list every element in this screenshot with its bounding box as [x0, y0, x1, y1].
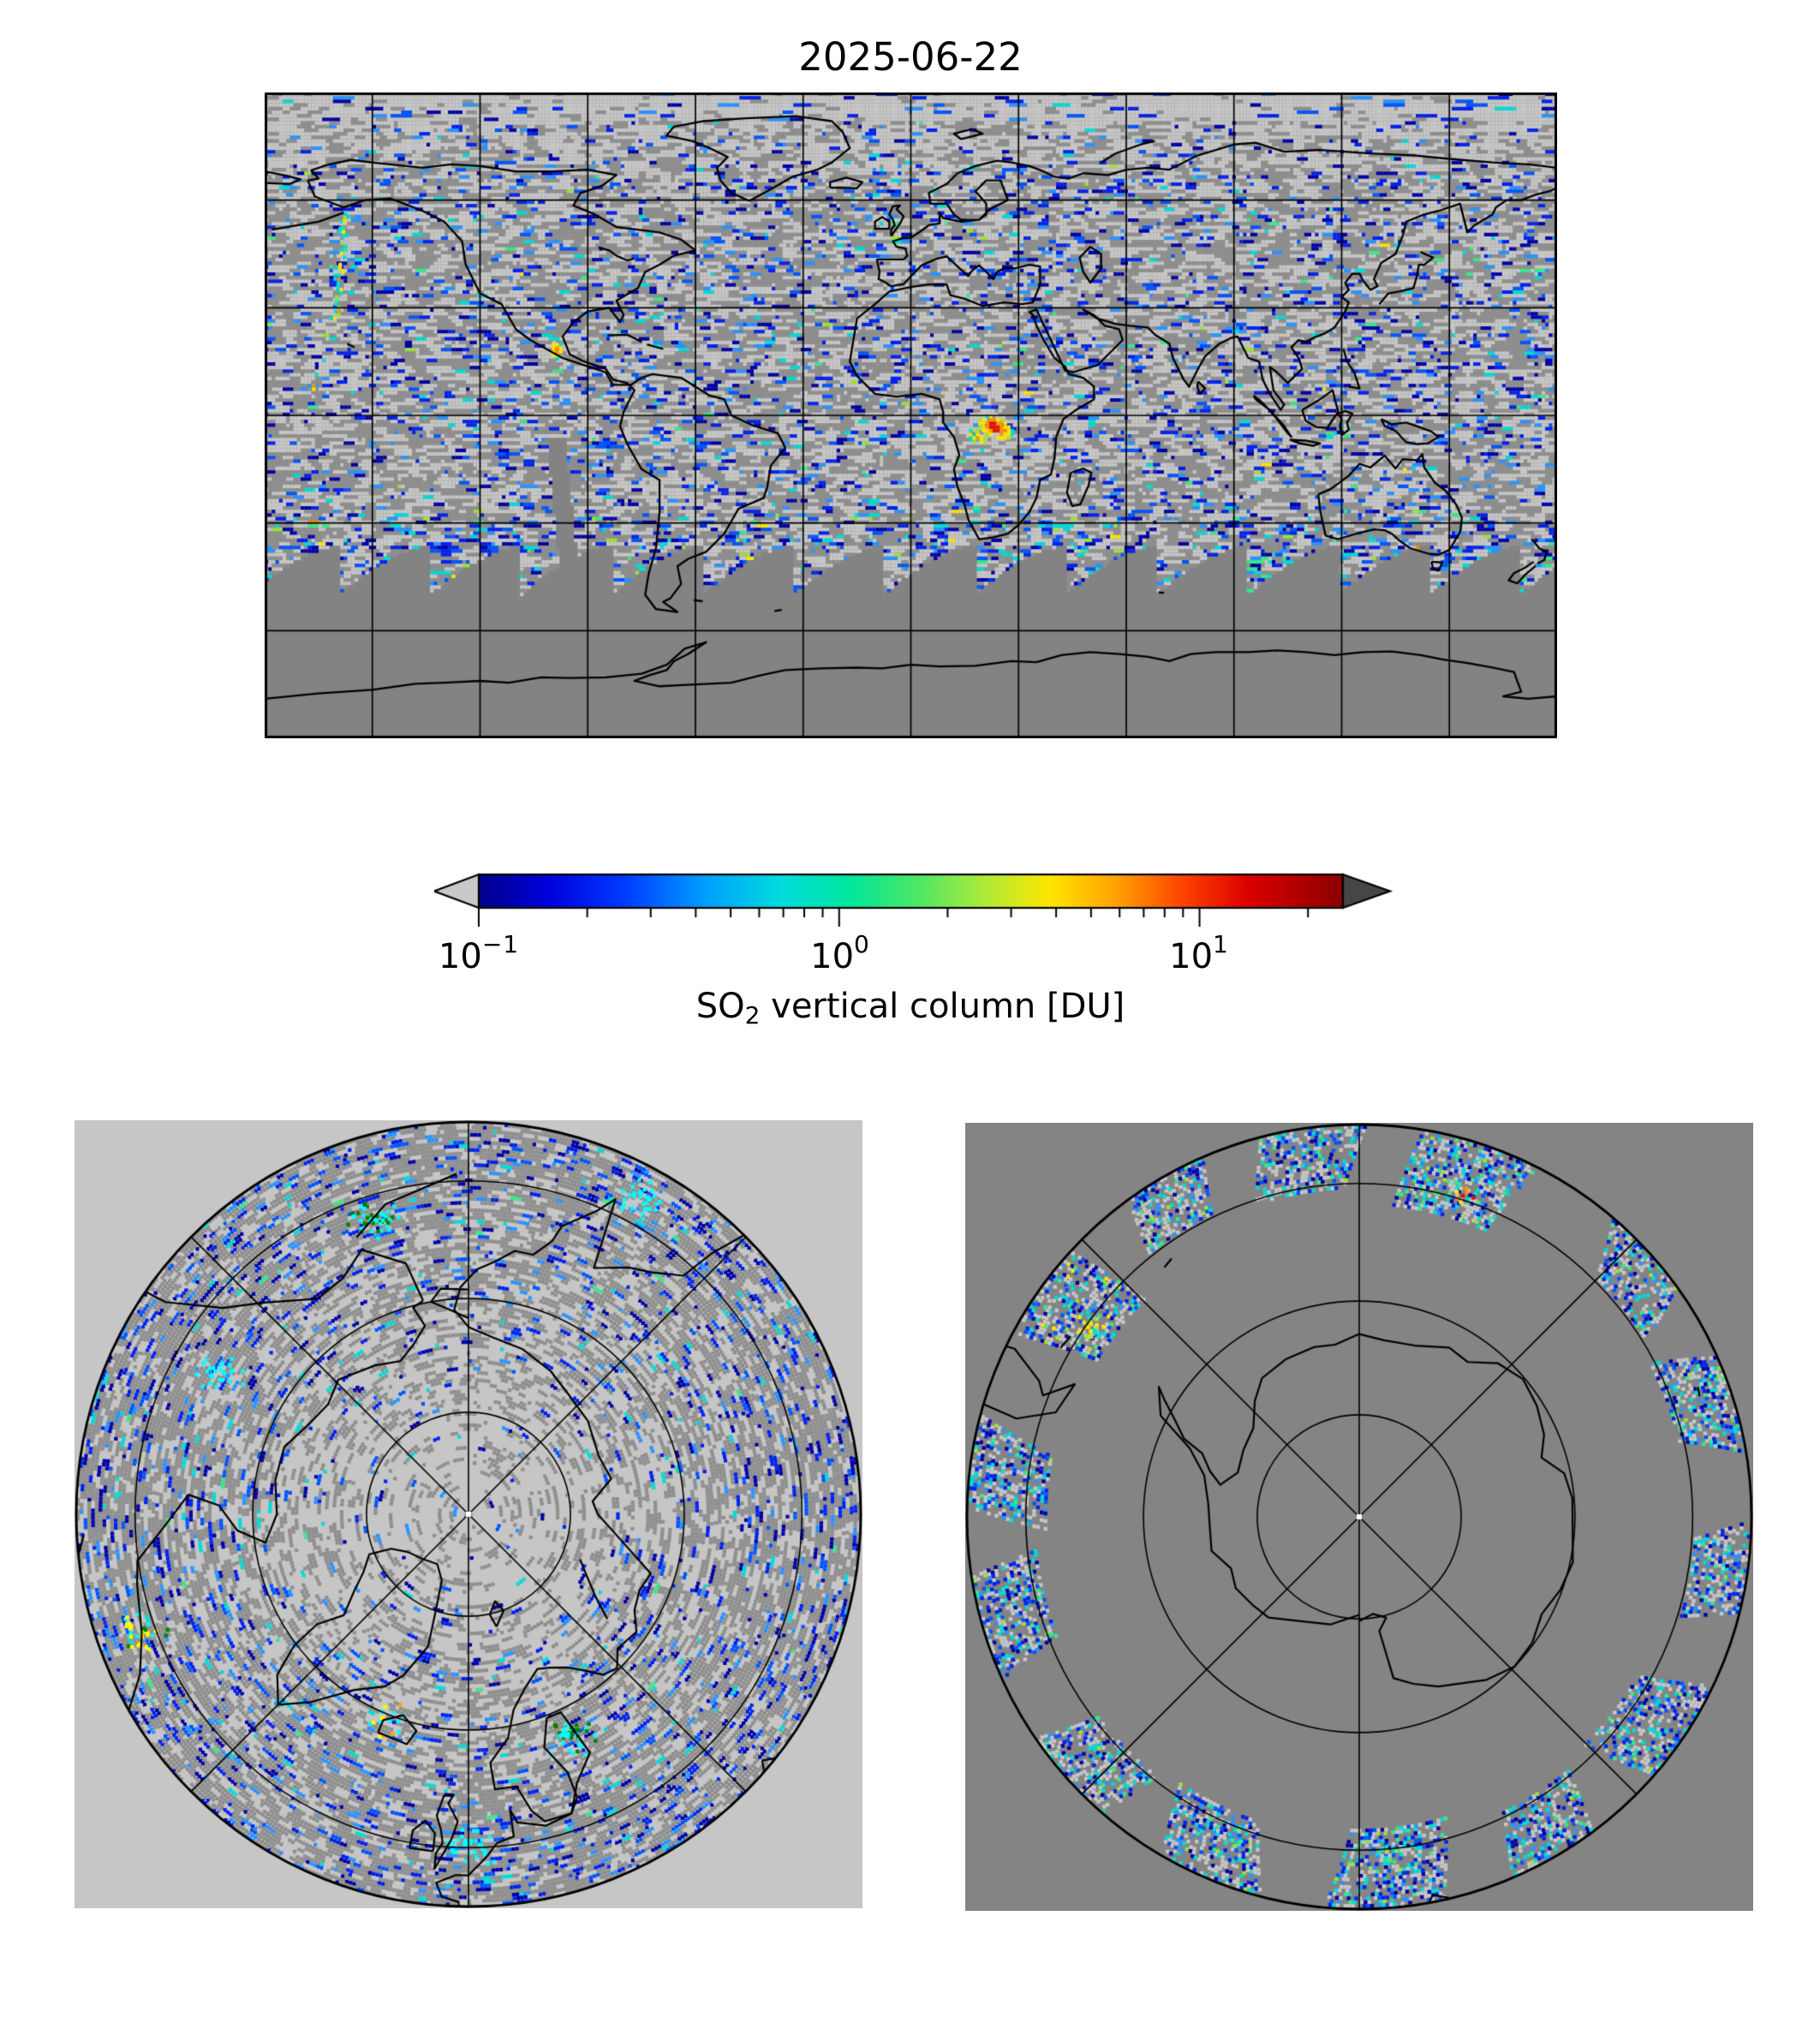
colorbar-unit-label: SO2 vertical column [DU] — [696, 987, 1125, 1029]
colorbar-tick-label-10: 101 — [1169, 930, 1229, 976]
tick-exp: 0 — [854, 930, 870, 958]
north-polar-map-canvas — [75, 1120, 862, 1908]
south-polar-map-canvas — [965, 1123, 1753, 1911]
unit-label-subscript: 2 — [744, 1001, 761, 1029]
tick-base: 10 — [438, 937, 482, 976]
colorbar-tick-label-0p1: 10−1 — [439, 930, 519, 976]
figure-title: 2025-06-22 — [798, 34, 1023, 80]
tick-base: 10 — [810, 937, 855, 976]
colorbar-canvas — [434, 870, 1393, 930]
tick-exp: 1 — [1213, 930, 1229, 958]
global-so2-map-canvas — [265, 92, 1557, 738]
tick-exp: −1 — [481, 930, 520, 958]
colorbar-tick-label-1: 100 — [810, 930, 870, 976]
unit-label-text: SO — [695, 987, 745, 1026]
tick-base: 10 — [1169, 937, 1214, 976]
unit-label-text: vertical column [DU] — [760, 987, 1125, 1026]
